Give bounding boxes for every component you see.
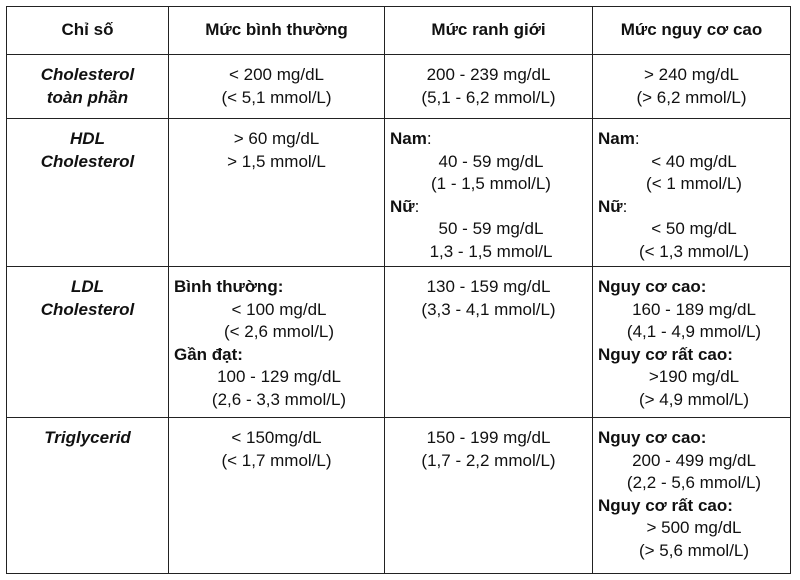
header-borderline: Mức ranh giới: [384, 6, 593, 55]
female-label: Nữ: [598, 196, 623, 216]
cell-normal: < 200 mg/dL (< 5,1 mmol/L): [168, 54, 385, 119]
male-label: Nam: [598, 129, 635, 148]
table-row: Cholesterol toàn phần < 200 mg/dL (< 5,1…: [6, 54, 791, 119]
cell-normal: > 60 mg/dL > 1,5 mmol/L: [168, 118, 385, 267]
cell-borderline: 150 - 199 mg/dL (1,7 - 2,2 mmol/L): [384, 417, 593, 574]
high-risk-label: Nguy cơ cao:: [598, 428, 707, 447]
cell-high: Nam: < 40 mg/dL (< 1 mmol/L) Nữ: < 50 mg…: [592, 118, 791, 267]
table-row: HDL Cholesterol > 60 mg/dL > 1,5 mmol/L …: [6, 118, 791, 267]
cell-high: Nguy cơ cao: 200 - 499 mg/dL (2,2 - 5,6 …: [592, 417, 791, 574]
cell-normal: < 150mg/dL (< 1,7 mmol/L): [168, 417, 385, 574]
header-row: Chỉ số Mức bình thường Mức ranh giới Mức…: [6, 6, 791, 55]
male-label: Nam: [390, 129, 427, 148]
cell-borderline: 130 - 159 mg/dL (3,3 - 4,1 mmol/L): [384, 266, 593, 418]
cell-high: > 240 mg/dL (> 6,2 mmol/L): [592, 54, 791, 119]
row-name-triglycerid: Triglycerid: [6, 417, 169, 574]
cell-normal: Bình thường: < 100 mg/dL (< 2,6 mmol/L) …: [168, 266, 385, 418]
high-risk-label: Nguy cơ cao:: [598, 277, 707, 296]
very-high-risk-label: Nguy cơ rất cao:: [598, 344, 733, 364]
near-optimal-label: Gần đạt:: [174, 344, 243, 364]
cell-borderline: 200 - 239 mg/dL (5,1 - 6,2 mmol/L): [384, 54, 593, 119]
female-label: Nữ: [390, 196, 415, 216]
lipid-reference-table: Chỉ số Mức bình thường Mức ranh giới Mức…: [6, 6, 791, 574]
cell-high: Nguy cơ cao: 160 - 189 mg/dL (4,1 - 4,9 …: [592, 266, 791, 418]
cell-borderline: Nam: 40 - 59 mg/dL (1 - 1,5 mmol/L) Nữ: …: [384, 118, 593, 267]
header-normal: Mức bình thường: [168, 6, 385, 55]
row-name-total-cholesterol: Cholesterol toàn phần: [6, 54, 169, 119]
table-row: LDL Cholesterol Bình thường: < 100 mg/dL…: [6, 266, 791, 418]
very-high-risk-label: Nguy cơ rất cao:: [598, 495, 733, 515]
row-name-hdl: HDL Cholesterol: [6, 118, 169, 267]
normal-label: Bình thường:: [174, 277, 284, 296]
header-index: Chỉ số: [6, 6, 169, 55]
row-name-ldl: LDL Cholesterol: [6, 266, 169, 418]
header-high-risk: Mức nguy cơ cao: [592, 6, 791, 55]
table-row: Triglycerid < 150mg/dL (< 1,7 mmol/L) 15…: [6, 417, 791, 574]
